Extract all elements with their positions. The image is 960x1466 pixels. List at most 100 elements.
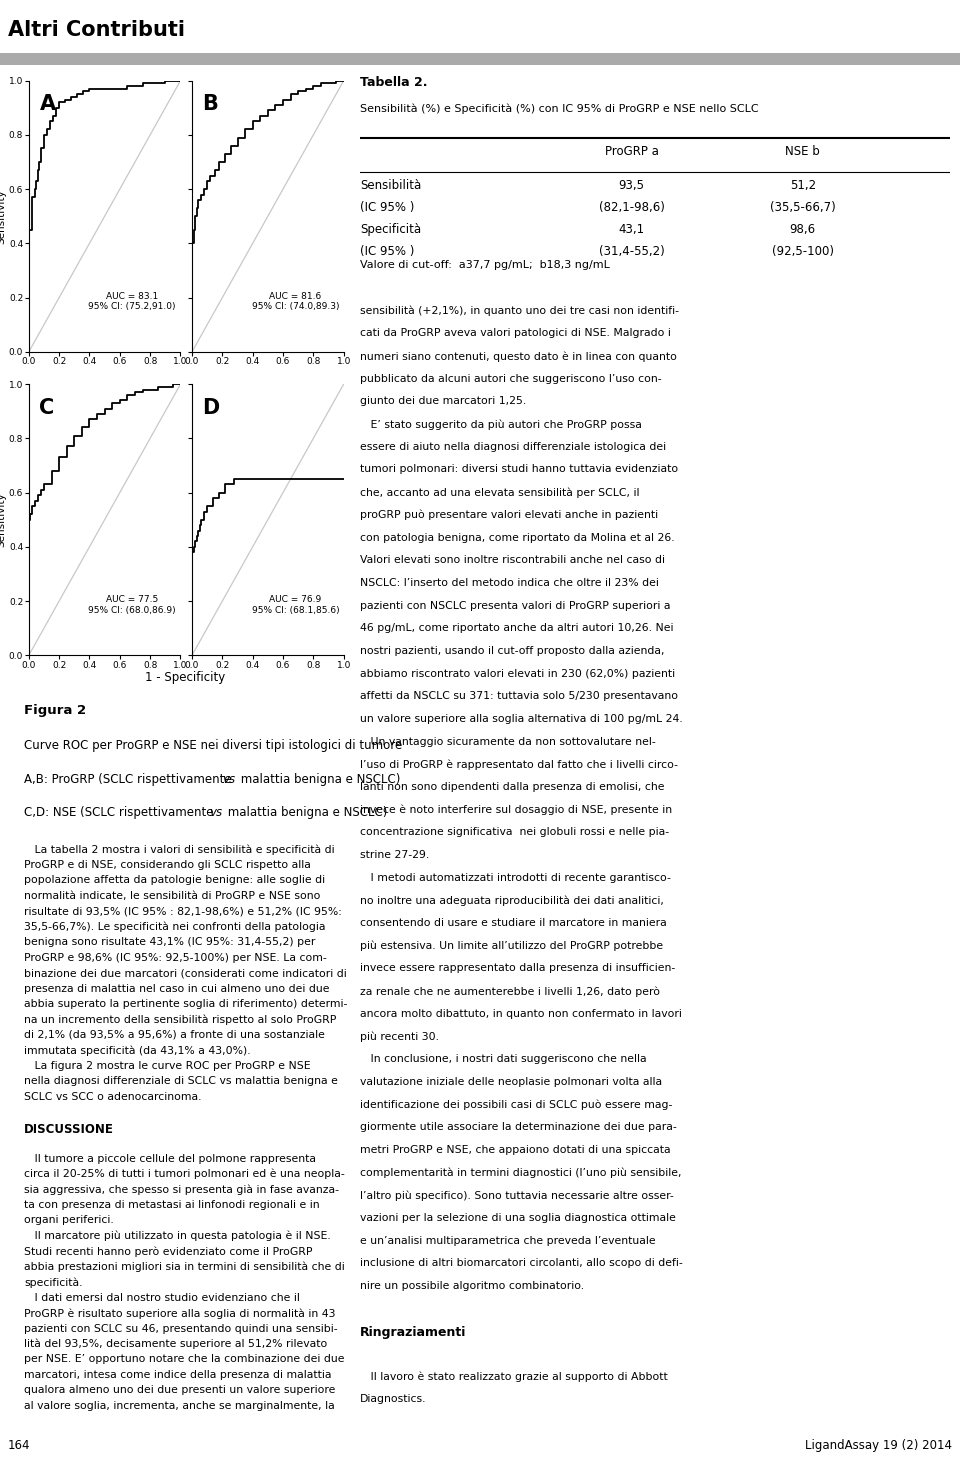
Text: I dati emersi dal nostro studio evidenziano che il: I dati emersi dal nostro studio evidenzi… [24,1293,300,1303]
Text: pazienti con NSCLC presenta valori di ProGRP superiori a: pazienti con NSCLC presenta valori di Pr… [360,601,670,610]
Text: (IC 95% ): (IC 95% ) [360,245,415,258]
Text: ProGRP e di NSE, considerando gli SCLC rispetto alla: ProGRP e di NSE, considerando gli SCLC r… [24,861,311,869]
Text: B: B [203,94,219,114]
Text: (82,1-98,6): (82,1-98,6) [599,201,664,214]
Text: no inoltre una adeguata riproducibilità dei dati analitici,: no inoltre una adeguata riproducibilità … [360,896,664,906]
Text: binazione dei due marcatori (considerati come indicatori di: binazione dei due marcatori (considerati… [24,968,347,978]
Text: Ringraziamenti: Ringraziamenti [360,1327,467,1340]
Text: sensibilità (+2,1%), in quanto uno dei tre casi non identifi-: sensibilità (+2,1%), in quanto uno dei t… [360,306,679,317]
Text: La tabella 2 mostra i valori di sensibilità e specificità di: La tabella 2 mostra i valori di sensibil… [24,844,335,855]
Text: 46 pg/mL, come riportato anche da altri autori 10,26. Nei: 46 pg/mL, come riportato anche da altri … [360,623,674,633]
Text: Sensibilità (%) e Specificità (%) con IC 95% di ProGRP e NSE nello SCLC: Sensibilità (%) e Specificità (%) con IC… [360,103,758,113]
Text: na un incremento della sensibilità rispetto al solo ProGRP: na un incremento della sensibilità rispe… [24,1014,336,1025]
Text: SCLC vs SCC o adenocarcinoma.: SCLC vs SCC o adenocarcinoma. [24,1092,202,1102]
Text: inclusione di altri biomarcatori circolanti, allo scopo di defi-: inclusione di altri biomarcatori circola… [360,1258,683,1268]
Text: 43,1: 43,1 [618,223,645,236]
Text: giunto dei due marcatori 1,25.: giunto dei due marcatori 1,25. [360,396,526,406]
Text: giormente utile associare la determinazione dei due para-: giormente utile associare la determinazi… [360,1121,677,1132]
Text: metri ProGRP e NSE, che appaiono dotati di una spiccata: metri ProGRP e NSE, che appaiono dotati … [360,1145,671,1155]
Text: 35,5-66,7%). Le specificità nei confronti della patologia: 35,5-66,7%). Le specificità nei confront… [24,922,325,932]
Text: risultate di 93,5% (IC 95% : 82,1-98,6%) e 51,2% (IC 95%:: risultate di 93,5% (IC 95% : 82,1-98,6%)… [24,906,342,916]
Text: Il marcatore più utilizzato in questa patologia è il NSE.: Il marcatore più utilizzato in questa pa… [24,1231,331,1242]
Text: nella diagnosi differenziale di SCLC vs malattia benigna e: nella diagnosi differenziale di SCLC vs … [24,1076,338,1086]
Text: NSCLC: l’inserto del metodo indica che oltre il 23% dei: NSCLC: l’inserto del metodo indica che o… [360,578,659,588]
Text: e un’analisi multiparametrica che preveda l’eventuale: e un’analisi multiparametrica che preved… [360,1236,656,1246]
Text: invece essere rappresentato dalla presenza di insufficien-: invece essere rappresentato dalla presen… [360,963,675,973]
Text: con patologia benigna, come riportato da Molina et al 26.: con patologia benigna, come riportato da… [360,532,675,542]
Text: lanti non sono dipendenti dalla presenza di emolisi, che: lanti non sono dipendenti dalla presenza… [360,781,664,792]
Text: proGRP può presentare valori elevati anche in pazienti: proGRP può presentare valori elevati anc… [360,510,659,520]
Y-axis label: Sensitivity: Sensitivity [0,189,6,243]
Text: E’ stato suggerito da più autori che ProGRP possa: E’ stato suggerito da più autori che Pro… [360,419,642,430]
Text: nire un possibile algoritmo combinatorio.: nire un possibile algoritmo combinatorio… [360,1281,584,1292]
Text: un valore superiore alla soglia alternativa di 100 pg/mL 24.: un valore superiore alla soglia alternat… [360,714,683,724]
Text: 1 - Specificity: 1 - Specificity [145,670,225,683]
Text: essere di aiuto nella diagnosi differenziale istologica dei: essere di aiuto nella diagnosi differenz… [360,441,666,452]
Text: AUC = 76.9
95% CI: (68.1,85.6): AUC = 76.9 95% CI: (68.1,85.6) [252,595,339,614]
Text: (31,4-55,2): (31,4-55,2) [599,245,664,258]
Text: Sensibilità: Sensibilità [360,179,421,192]
Text: Altri Contributi: Altri Contributi [8,21,184,40]
Text: numeri siano contenuti, questo dato è in linea con quanto: numeri siano contenuti, questo dato è in… [360,350,677,362]
Text: AUC = 77.5
95% CI: (68.0,86.9): AUC = 77.5 95% CI: (68.0,86.9) [88,595,176,614]
Text: Studi recenti hanno però evidenziato come il ProGRP: Studi recenti hanno però evidenziato com… [24,1246,313,1256]
Text: normalità indicate, le sensibilità di ProGRP e NSE sono: normalità indicate, le sensibilità di Pr… [24,891,321,900]
Text: I metodi automatizzati introdotti di recente garantisco-: I metodi automatizzati introdotti di rec… [360,872,671,883]
Text: più recenti 30.: più recenti 30. [360,1032,439,1042]
Text: za renale che ne aumenterebbe i livelli 1,26, dato però: za renale che ne aumenterebbe i livelli … [360,987,660,997]
Text: Specificità: Specificità [360,223,421,236]
Text: 164: 164 [8,1440,30,1451]
Text: La figura 2 mostra le curve ROC per ProGRP e NSE: La figura 2 mostra le curve ROC per ProG… [24,1061,311,1070]
Text: Il tumore a piccole cellule del polmone rappresenta: Il tumore a piccole cellule del polmone … [24,1154,316,1164]
Text: A,B: ProGRP (SCLC rispettivamente: A,B: ProGRP (SCLC rispettivamente [24,774,235,786]
Text: qualora almeno uno dei due presenti un valore superiore: qualora almeno uno dei due presenti un v… [24,1385,335,1396]
Text: DISCUSSIONE: DISCUSSIONE [24,1123,114,1136]
Text: pazienti con SCLC su 46, presentando quindi una sensibi-: pazienti con SCLC su 46, presentando qui… [24,1324,338,1334]
Text: che, accanto ad una elevata sensibilità per SCLC, il: che, accanto ad una elevata sensibilità … [360,487,639,497]
Text: D: D [203,397,220,418]
Text: In conclusione, i nostri dati suggeriscono che nella: In conclusione, i nostri dati suggerisco… [360,1054,647,1064]
Text: Curve ROC per ProGRP e NSE nei diversi tipi istologici di tumore: Curve ROC per ProGRP e NSE nei diversi t… [24,739,402,752]
Text: vs: vs [222,774,235,786]
Text: ancora molto dibattuto, in quanto non confermato in lavori: ancora molto dibattuto, in quanto non co… [360,1009,682,1019]
Text: immutata specificità (da 43,1% a 43,0%).: immutata specificità (da 43,1% a 43,0%). [24,1045,251,1056]
Text: presenza di malattia nel caso in cui almeno uno dei due: presenza di malattia nel caso in cui alm… [24,984,329,994]
Text: più estensiva. Un limite all’utilizzo del ProGRP potrebbe: più estensiva. Un limite all’utilizzo de… [360,941,663,951]
Text: C: C [39,397,55,418]
Text: (35,5-66,7): (35,5-66,7) [770,201,835,214]
Text: marcatori, intesa come indice della presenza di malattia: marcatori, intesa come indice della pres… [24,1369,331,1380]
Text: organi periferici.: organi periferici. [24,1215,113,1226]
Text: specificità.: specificità. [24,1277,83,1287]
Text: Valori elevati sono inoltre riscontrabili anche nel caso di: Valori elevati sono inoltre riscontrabil… [360,556,665,566]
Text: Valore di cut-off:  a37,7 pg/mL;  b18,3 ng/mL: Valore di cut-off: a37,7 pg/mL; b18,3 ng… [360,261,610,270]
Text: malattia benigna e NSCLC): malattia benigna e NSCLC) [237,774,400,786]
Text: vazioni per la selezione di una soglia diagnostica ottimale: vazioni per la selezione di una soglia d… [360,1212,676,1223]
Text: Figura 2: Figura 2 [24,704,86,717]
Text: l’uso di ProGRP è rappresentato dal fatto che i livelli circo-: l’uso di ProGRP è rappresentato dal fatt… [360,759,678,770]
Text: cati da ProGRP aveva valori patologici di NSE. Malgrado i: cati da ProGRP aveva valori patologici d… [360,328,671,339]
Text: ProGRP e 98,6% (IC 95%: 92,5-100%) per NSE. La com-: ProGRP e 98,6% (IC 95%: 92,5-100%) per N… [24,953,326,963]
Text: valutazione iniziale delle neoplasie polmonari volta alla: valutazione iniziale delle neoplasie pol… [360,1078,662,1086]
Text: LigandAssay 19 (2) 2014: LigandAssay 19 (2) 2014 [805,1440,952,1451]
Text: al valore soglia, incrementa, anche se marginalmente, la: al valore soglia, incrementa, anche se m… [24,1401,335,1410]
Text: 98,6: 98,6 [790,223,816,236]
Text: circa il 20-25% di tutti i tumori polmonari ed è una neopla-: circa il 20-25% di tutti i tumori polmon… [24,1168,345,1180]
Text: abbia superato la pertinente soglia di riferimento) determi-: abbia superato la pertinente soglia di r… [24,998,348,1009]
Text: l’altro più specifico). Sono tuttavia necessarie altre osser-: l’altro più specifico). Sono tuttavia ne… [360,1190,674,1201]
Text: invece è noto interferire sul dosaggio di NSE, presente in: invece è noto interferire sul dosaggio d… [360,805,672,815]
Text: nostri pazienti, usando il cut-off proposto dalla azienda,: nostri pazienti, usando il cut-off propo… [360,647,664,655]
Text: abbia prestazioni migliori sia in termini di sensibilità che di: abbia prestazioni migliori sia in termin… [24,1262,345,1272]
Text: abbiamo riscontrato valori elevati in 230 (62,0%) pazienti: abbiamo riscontrato valori elevati in 23… [360,668,675,679]
Text: di 2,1% (da 93,5% a 95,6%) a fronte di una sostanziale: di 2,1% (da 93,5% a 95,6%) a fronte di u… [24,1031,324,1039]
Text: malattia benigna e NSCLC): malattia benigna e NSCLC) [224,806,387,819]
Text: concentrazione significativa  nei globuli rossi e nelle pia-: concentrazione significativa nei globuli… [360,827,669,837]
Text: A: A [39,94,56,114]
Text: identificazione dei possibili casi di SCLC può essere mag-: identificazione dei possibili casi di SC… [360,1100,672,1110]
Y-axis label: Sensitivity: Sensitivity [0,493,6,547]
Text: 93,5: 93,5 [618,179,644,192]
Text: strine 27-29.: strine 27-29. [360,850,429,861]
Text: Un vantaggio sicuramente da non sottovalutare nel-: Un vantaggio sicuramente da non sottoval… [360,736,656,746]
Text: pubblicato da alcuni autori che suggeriscono l’uso con-: pubblicato da alcuni autori che suggeris… [360,374,661,384]
Text: lità del 93,5%, decisamente superiore al 51,2% rilevato: lità del 93,5%, decisamente superiore al… [24,1338,327,1350]
Text: AUC = 83.1
95% CI: (75.2,91.0): AUC = 83.1 95% CI: (75.2,91.0) [88,292,176,311]
